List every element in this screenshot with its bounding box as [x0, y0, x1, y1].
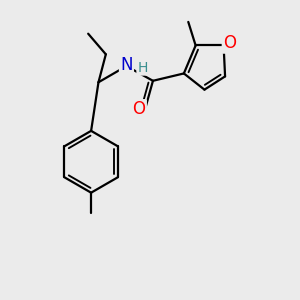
Text: H: H — [137, 61, 148, 75]
Text: O: O — [133, 100, 146, 118]
Text: N: N — [120, 56, 133, 74]
Text: O: O — [223, 34, 236, 52]
